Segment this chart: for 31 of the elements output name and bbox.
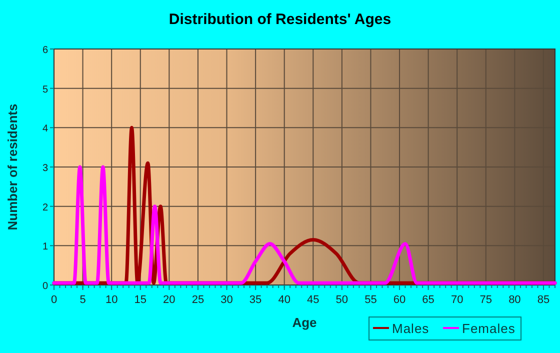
x-tick-label: 35	[249, 294, 262, 306]
x-tick-label: 20	[163, 294, 176, 306]
x-axis-title: Age	[292, 315, 317, 330]
y-tick-label: 1	[42, 242, 48, 253]
x-tick-label: 30	[220, 294, 233, 306]
legend-label: Females	[462, 321, 516, 336]
y-tick-label: 0	[42, 281, 48, 292]
x-tick-label: 85	[537, 294, 550, 306]
x-tick-label: 50	[336, 294, 348, 306]
x-tick-label: 65	[422, 294, 434, 306]
y-tick-label: 2	[42, 202, 48, 214]
y-axis-title: Number of residents	[5, 104, 20, 230]
x-tick-label: 60	[393, 294, 406, 306]
x-tick-label: 45	[307, 294, 320, 306]
x-tick-label: 10	[105, 294, 118, 306]
x-tick-label: 55	[364, 294, 377, 306]
y-tick-label: 6	[42, 45, 48, 56]
y-tick-label: 3	[42, 163, 48, 174]
x-tick-label: 75	[480, 294, 492, 306]
line-series	[52, 165, 557, 285]
x-tick-label: 40	[278, 294, 290, 306]
x-tick-label: 15	[134, 294, 147, 306]
x-tick-label: 70	[450, 294, 464, 306]
x-tick-label: 25	[192, 294, 204, 306]
legend-label: Males	[392, 321, 430, 336]
x-tick-label: 0	[50, 294, 58, 306]
y-tick-label: 4	[42, 124, 48, 135]
x-tick-label: 5	[80, 294, 86, 306]
x-tick-label: 80	[508, 294, 521, 306]
y-tick-label: 5	[42, 84, 48, 96]
chart-title: Distribution of Residents' Ages	[168, 11, 392, 28]
